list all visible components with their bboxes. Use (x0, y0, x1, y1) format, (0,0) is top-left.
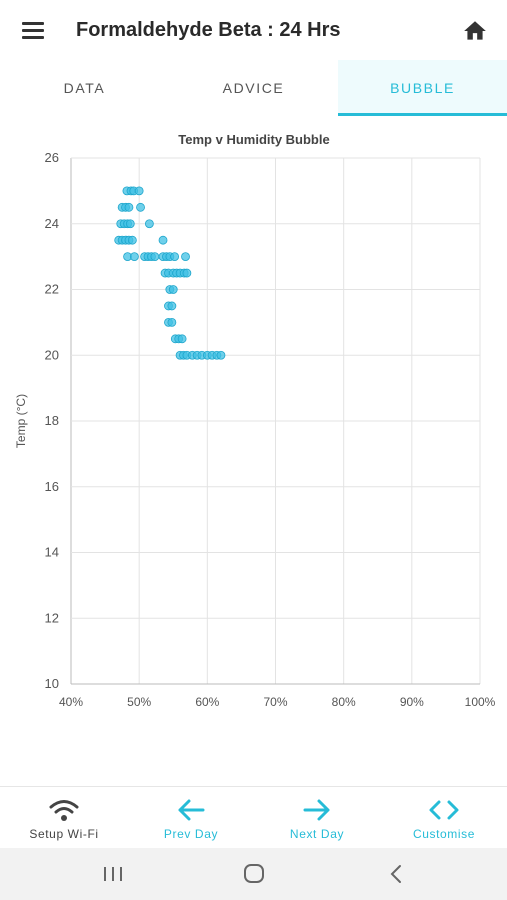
setup-wifi-label: Setup Wi-Fi (29, 827, 99, 841)
tab-indicator (338, 113, 507, 116)
y-tick-label: 10 (45, 676, 59, 691)
bubble-point (125, 219, 135, 229)
bubble-point (124, 202, 134, 212)
wifi-icon (49, 800, 79, 821)
bubble-point (182, 268, 192, 278)
customise-button[interactable]: Customise (381, 787, 507, 849)
bubble-point (150, 252, 160, 262)
y-tick-label: 24 (45, 216, 59, 231)
chart-title: Temp v Humidity Bubble (178, 132, 329, 147)
x-tick-label: 60% (195, 695, 219, 709)
system-navigation-bar (0, 848, 507, 900)
bubble-point (144, 219, 154, 229)
bubble-point (134, 186, 144, 196)
setup-wifi-button[interactable]: Setup Wi-Fi (1, 787, 127, 849)
tab-bubble[interactable]: BUBBLE (338, 60, 507, 116)
menu-icon[interactable] (20, 18, 48, 42)
y-tick-label: 12 (45, 610, 59, 625)
bubble-point (158, 235, 168, 245)
tab-bar: DATA ADVICE BUBBLE (0, 60, 507, 116)
app-bar: Formaldehyde Beta : 24 Hrs (0, 0, 507, 60)
home-icon[interactable] (462, 18, 488, 44)
arrow-left-icon (178, 799, 205, 821)
prev-day-label: Prev Day (163, 827, 219, 841)
bubble-point (170, 252, 180, 262)
back-icon[interactable] (381, 862, 411, 886)
next-day-label: Next Day (289, 827, 345, 841)
bottom-navigation: Setup Wi-Fi Prev Day Next Day Customise (0, 786, 507, 849)
bubble-point (127, 235, 137, 245)
bubble-point (216, 350, 226, 360)
bubble-point (168, 285, 178, 294)
bubble-point (177, 334, 187, 344)
x-tick-label: 90% (400, 695, 424, 709)
bubble-point (181, 252, 190, 262)
y-tick-label: 26 (45, 150, 59, 165)
home-circle-icon[interactable] (239, 862, 269, 886)
code-brackets-icon (429, 800, 459, 820)
y-tick-label: 16 (45, 479, 59, 494)
recent-apps-icon[interactable] (98, 862, 128, 886)
tab-data[interactable]: DATA (63, 80, 106, 96)
x-tick-label: 100% (465, 695, 496, 709)
bubble-point (136, 202, 145, 212)
y-tick-label: 14 (45, 545, 59, 560)
bubble-chart: Temp v Humidity Bubble 40% 50% 60% 70% 80% 90… (14, 132, 496, 709)
x-tick-label: 70% (263, 695, 287, 709)
y-tick-label: 18 (45, 413, 59, 428)
bubble-point (129, 252, 139, 262)
customise-label: Customise (412, 827, 476, 841)
arrow-right-icon (303, 799, 330, 821)
next-day-button[interactable]: Next Day (254, 787, 380, 849)
tab-advice[interactable]: ADVICE (222, 80, 285, 96)
page-title: Formaldehyde Beta : 24 Hrs (76, 19, 341, 41)
y-axis-label: Temp (°C) (14, 394, 28, 448)
x-tick-label: 40% (59, 695, 83, 709)
x-tick-label: 50% (127, 695, 151, 709)
prev-day-button[interactable]: Prev Day (128, 787, 254, 849)
y-tick-label: 22 (45, 282, 59, 297)
y-tick-label: 20 (45, 347, 59, 362)
bubble-point (167, 317, 177, 327)
x-tick-label: 80% (332, 695, 356, 709)
bubble-point (167, 301, 177, 311)
